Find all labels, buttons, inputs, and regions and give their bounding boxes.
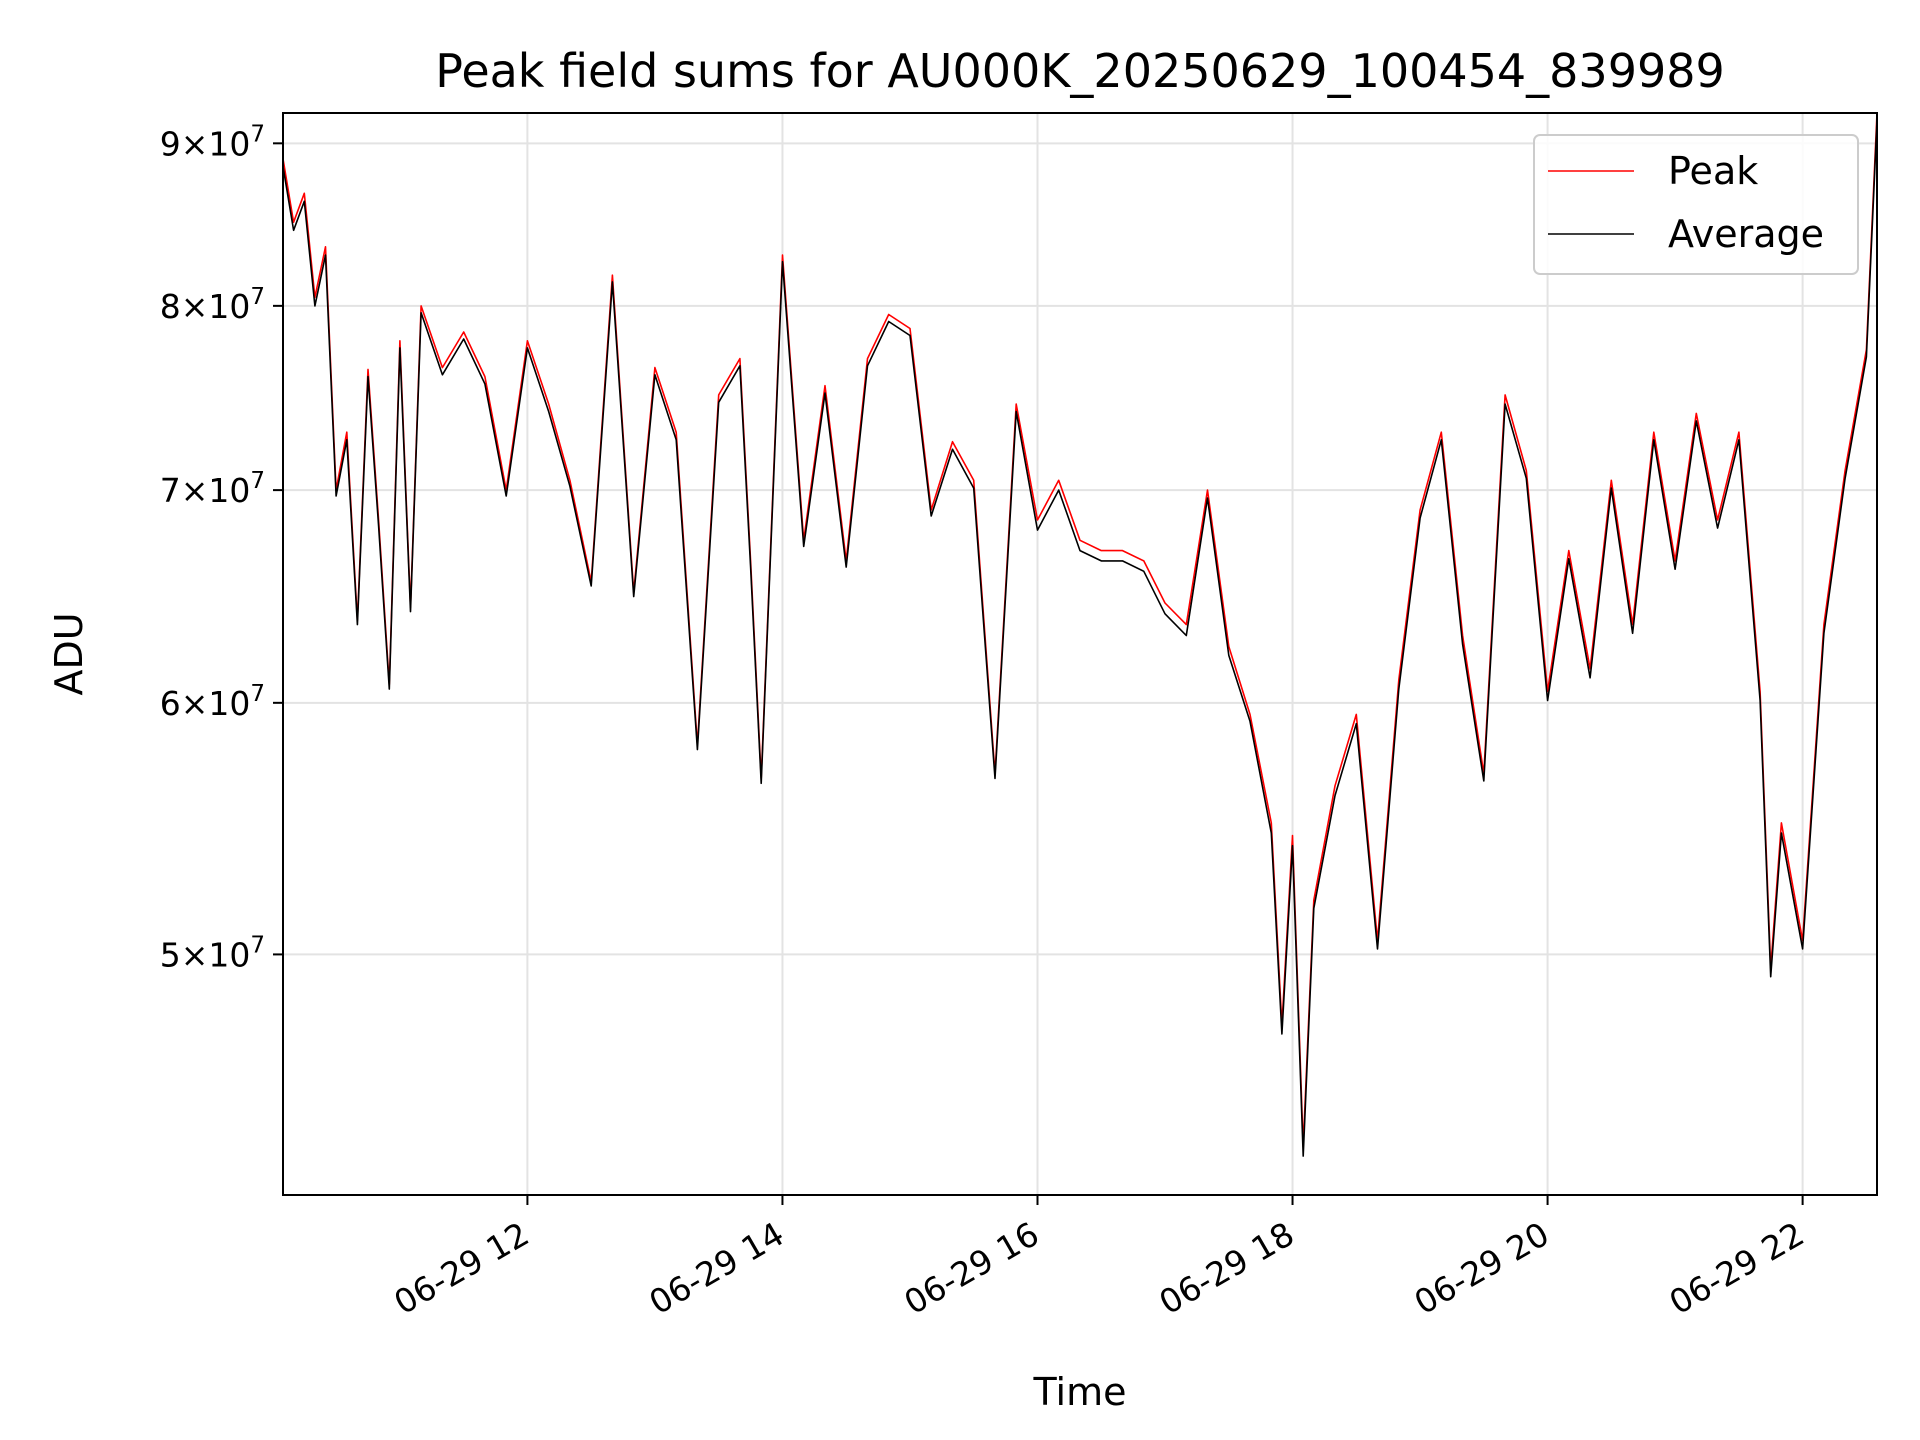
y-tick-times: ×10 <box>181 124 251 163</box>
legend: Peak Average <box>1533 134 1859 275</box>
y-tick-exponent: 7 <box>250 681 265 707</box>
y-tick-mantissa: 9 <box>160 124 181 163</box>
x-axis-label: Time <box>1033 1370 1127 1414</box>
y-tick-label: 5×107 <box>160 932 265 974</box>
y-tick-times: ×10 <box>181 287 251 326</box>
chart-title: Peak field sums for AU000K_20250629_1004… <box>435 44 1725 98</box>
legend-label-average: Average <box>1668 212 1824 256</box>
y-tick-times: ×10 <box>181 935 251 974</box>
y-tick-exponent: 7 <box>250 468 265 494</box>
y-tick-mantissa: 8 <box>160 287 181 326</box>
y-tick-mantissa: 5 <box>160 935 181 974</box>
y-tick-mantissa: 7 <box>160 471 181 510</box>
legend-label-peak: Peak <box>1668 149 1758 193</box>
y-tick-label: 6×107 <box>160 681 265 723</box>
y-tick-exponent: 7 <box>250 121 265 147</box>
plot-area <box>283 113 1877 1157</box>
y-tick-exponent: 7 <box>250 284 265 310</box>
series-line-average <box>283 120 1877 1157</box>
y-tick-label: 7×107 <box>160 468 265 510</box>
y-tick-times: ×10 <box>181 471 251 510</box>
series-line-peak <box>283 113 1877 1148</box>
legend-box <box>1533 134 1859 275</box>
y-tick-label: 9×107 <box>160 121 265 163</box>
plot-frame <box>282 112 1878 1196</box>
series-layer <box>283 113 1877 1157</box>
y-tick-label: 8×107 <box>160 284 265 326</box>
y-tick-mantissa: 6 <box>160 684 181 723</box>
y-tick-times: ×10 <box>181 684 251 723</box>
y-axis-label: ADU <box>47 612 91 695</box>
y-tick-exponent: 7 <box>250 932 265 958</box>
